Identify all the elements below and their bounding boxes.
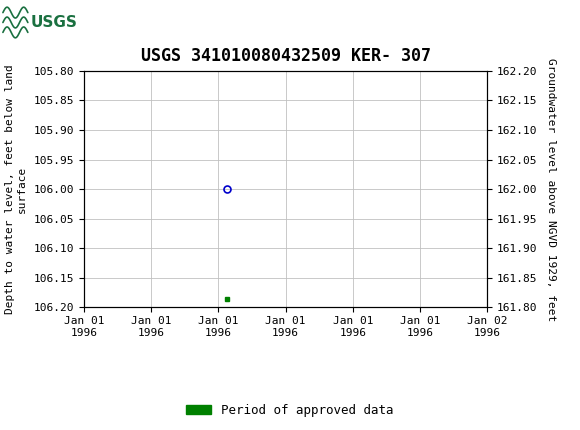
Y-axis label: Depth to water level, feet below land
surface: Depth to water level, feet below land su… bbox=[5, 64, 27, 314]
Y-axis label: Groundwater level above NGVD 1929, feet: Groundwater level above NGVD 1929, feet bbox=[546, 58, 556, 321]
Text: USGS: USGS bbox=[30, 15, 77, 30]
Legend: Period of approved data: Period of approved data bbox=[181, 399, 399, 421]
Bar bbox=[2, 3, 57, 41]
Title: USGS 341010080432509 KER- 307: USGS 341010080432509 KER- 307 bbox=[140, 47, 430, 65]
